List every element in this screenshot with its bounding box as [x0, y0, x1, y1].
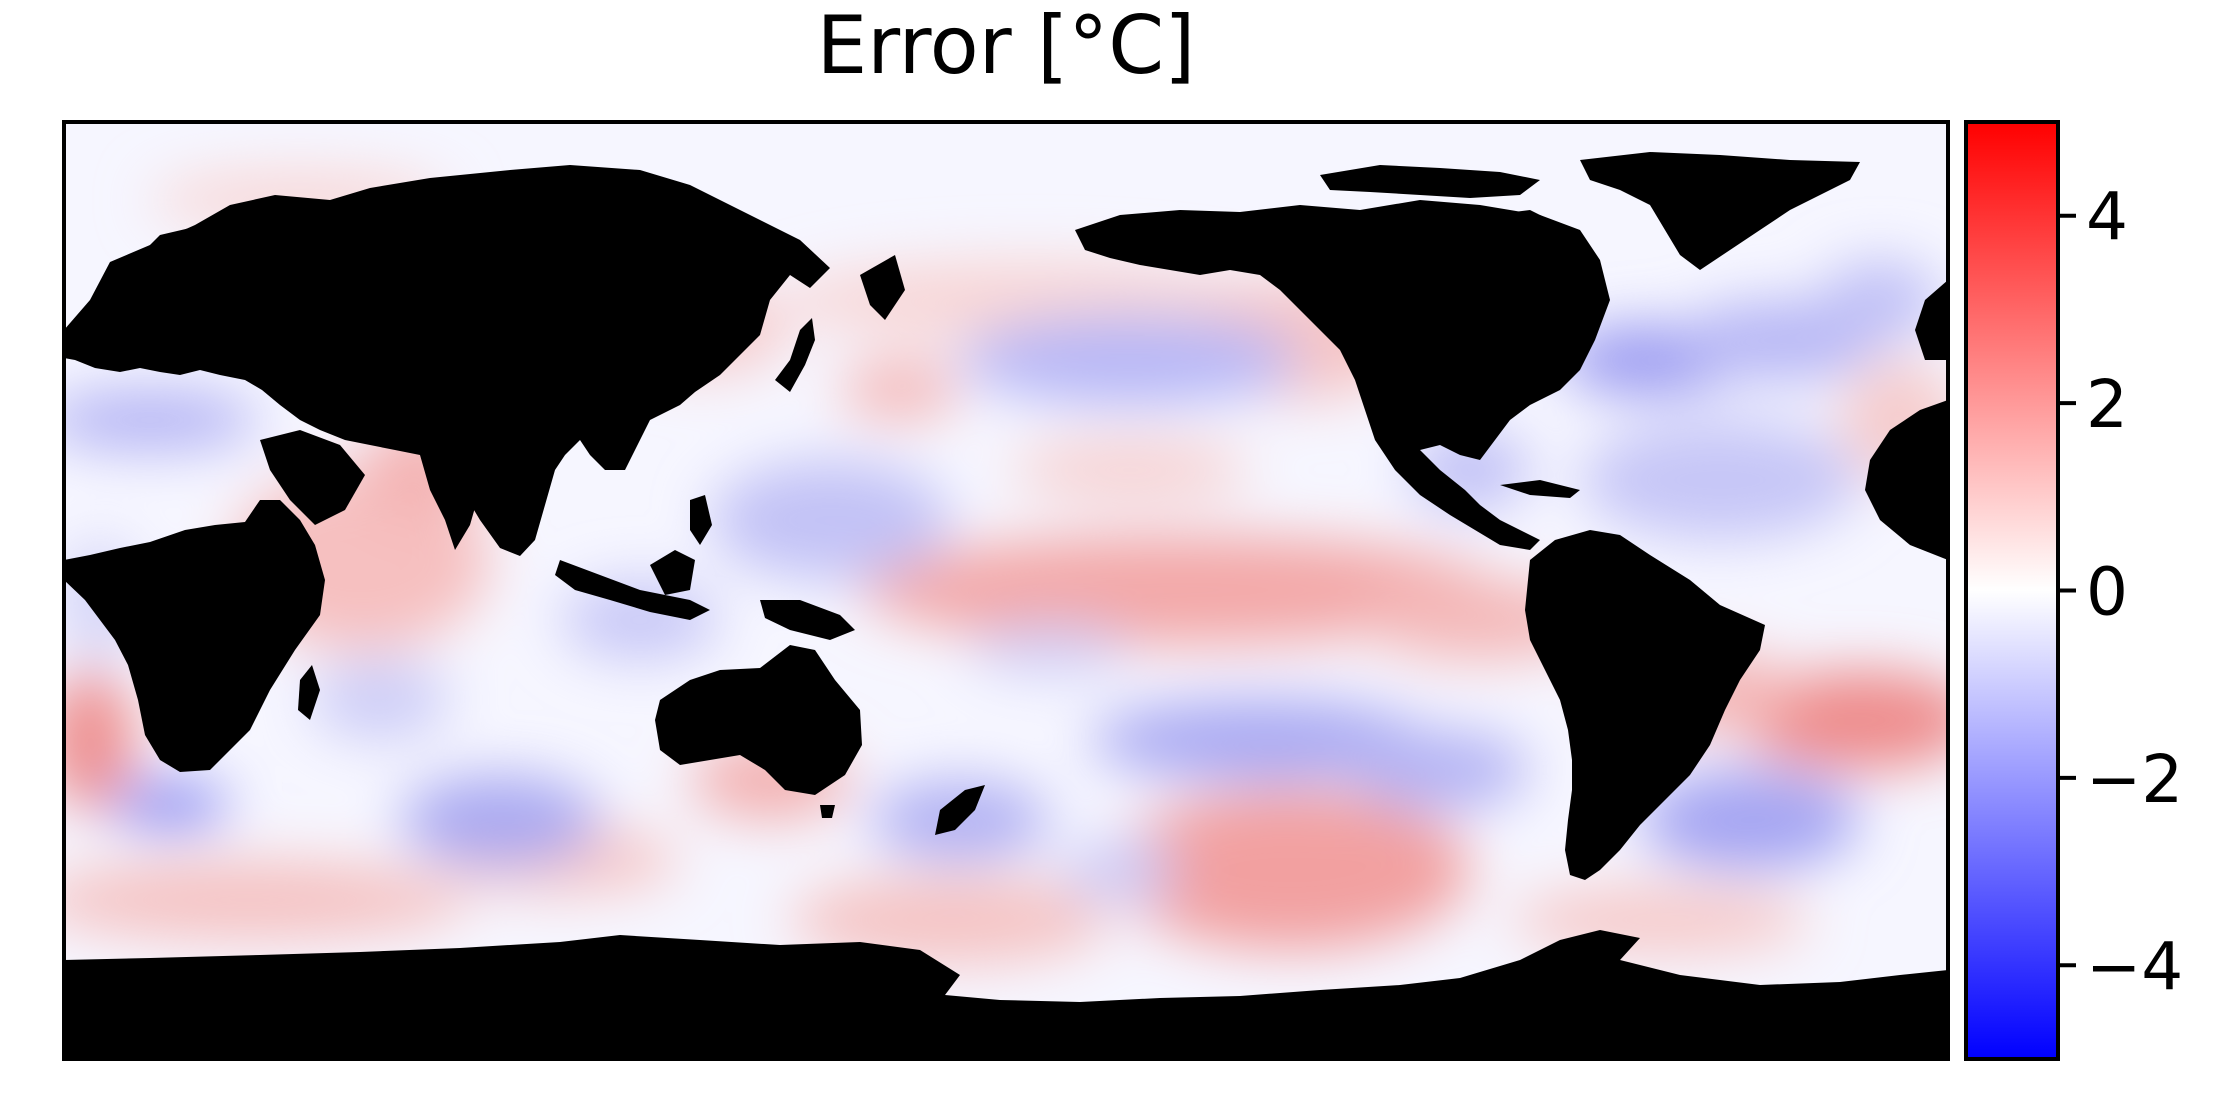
colorbar-gradient [1964, 120, 2060, 1061]
west-africa-edge [1865, 400, 1948, 560]
india-landmass [420, 455, 480, 550]
west-europe-edge [1915, 280, 1948, 360]
colorbar-tick-label: 0 [2086, 554, 2128, 631]
arabia-landmass [260, 430, 365, 525]
colorbar-ticks: 4 2 0 −2 −4 [2058, 179, 2183, 1005]
indonesia-islands [555, 560, 710, 620]
australia-landmass [655, 645, 862, 795]
map-title: Error [°C] [817, 0, 1196, 92]
japan-landmass [775, 318, 815, 392]
new-zealand-islands [935, 785, 985, 835]
land-masses [64, 152, 1948, 1059]
colorbar-tick-label: −4 [2086, 928, 2183, 1005]
arctic-islands [1320, 165, 1540, 198]
antarctica-landmass [64, 930, 1948, 1059]
map-frame [62, 120, 1950, 1061]
colorbar-tick-label: −2 [2086, 741, 2183, 818]
south-america-landmass [1525, 530, 1765, 880]
africa-landmass [64, 500, 325, 772]
eurasia-landmass [64, 165, 830, 556]
colorbar-tick-label: 4 [2086, 179, 2128, 256]
north-america-landmass [1075, 200, 1610, 550]
scandinavia-landmass [120, 228, 205, 312]
greenland-landmass [1580, 152, 1860, 270]
kamchatka-landmass [860, 255, 905, 320]
madagascar-landmass [298, 665, 320, 720]
colorbar-tick-label: 2 [2086, 366, 2128, 443]
baffin-island [1490, 210, 1560, 275]
cuba-island [1500, 480, 1580, 498]
tasmania-island [820, 805, 835, 818]
map-panel [64, 122, 1948, 1059]
colorbar: 4 2 0 −2 −4 [1964, 120, 2183, 1061]
new-guinea-island [760, 600, 855, 640]
philippines-islands [690, 495, 712, 545]
borneo-island [650, 550, 695, 595]
